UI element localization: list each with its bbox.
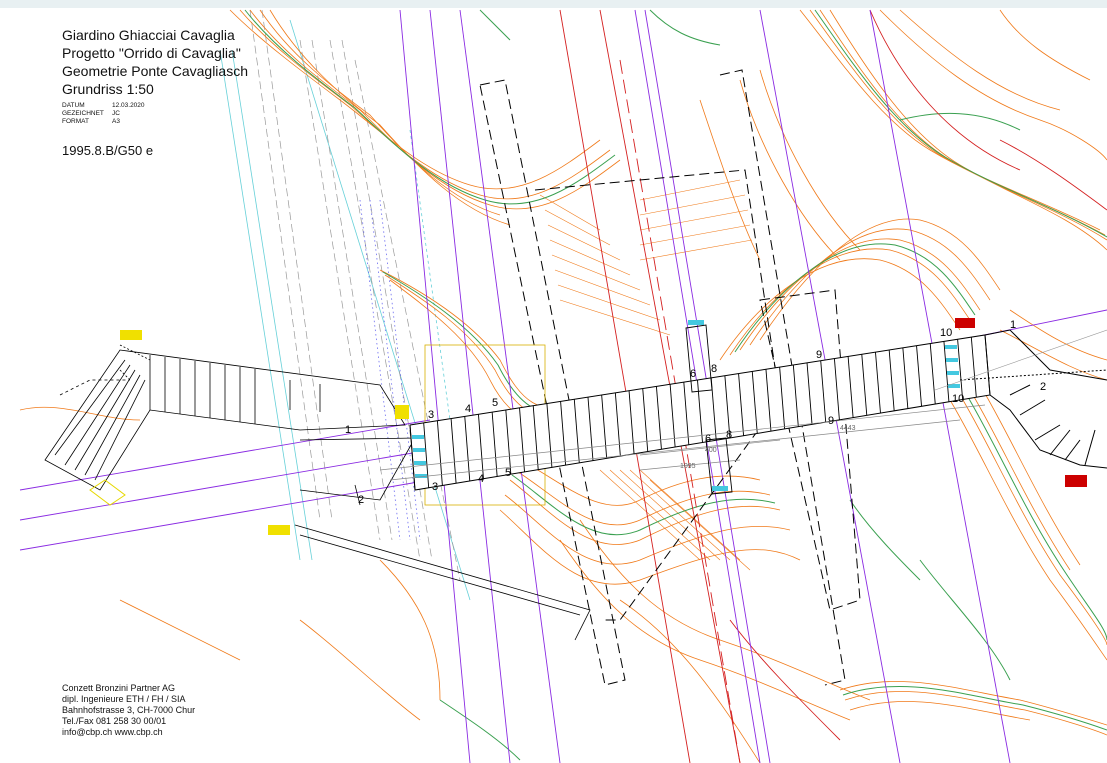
deck-segment-line xyxy=(614,392,621,457)
slope-hatch xyxy=(539,179,753,571)
terrain-red-lines xyxy=(559,9,1107,763)
deck-segment-line xyxy=(669,384,676,448)
section-label: 6 xyxy=(690,368,696,380)
section-label: 2 xyxy=(1040,381,1046,393)
deck-segment-line xyxy=(697,379,703,443)
terrain-contours-green xyxy=(244,9,1107,761)
deck-segment-line xyxy=(751,371,758,434)
deck-segment-line xyxy=(478,414,484,479)
section-label: 1 xyxy=(345,424,351,436)
section-label: 10 xyxy=(940,327,952,339)
gray-guide-lines xyxy=(249,9,461,581)
right-stair xyxy=(934,329,1107,469)
deck-segment-line xyxy=(861,354,868,416)
section-label: 2 xyxy=(358,494,364,506)
company-address: Bahnhofstrasse 3, CH-7000 Chur xyxy=(62,705,196,715)
drawing-meta: DATUM 12.03.2020 GEZEICHNET JC FORMAT A3 xyxy=(62,102,248,126)
section-label: 9 xyxy=(828,415,834,427)
deck-segment-line xyxy=(765,369,772,432)
deck-segment-line xyxy=(957,339,964,400)
deck-segment-line xyxy=(450,418,457,484)
section-label: 6 xyxy=(705,433,711,445)
drawing-scale: Grundriss 1:50 xyxy=(62,81,154,97)
section-label: 4 xyxy=(465,403,471,415)
deck-segment-line xyxy=(738,373,745,436)
company-web: info@cbp.ch www.cbp.ch xyxy=(62,727,163,737)
deck-segment-line xyxy=(409,424,416,491)
deck-segment-line xyxy=(601,394,608,459)
blue-dotted-lines xyxy=(359,199,421,541)
section-label: 5 xyxy=(492,397,498,409)
dimension-label: 1095 xyxy=(680,463,696,470)
section-label: 4 xyxy=(478,473,484,485)
section-labels: 1 1 2 2 3 3 4 4 5 5 6 6 8 8 9 9 10 10 xyxy=(345,319,1046,506)
gezeichnet-label: GEZEICHNET xyxy=(62,110,104,117)
section-label: 1 xyxy=(1010,319,1016,331)
deck-segment-line xyxy=(464,416,471,481)
format-label: FORMAT xyxy=(62,118,89,125)
deck-segment-line xyxy=(779,367,786,429)
section-label: 8 xyxy=(726,429,732,441)
deck-segment-line xyxy=(875,352,881,414)
deck-segment-line xyxy=(423,422,430,488)
left-stair-landing xyxy=(44,344,591,641)
title-block: Giardino Ghiacciai Cavaglia Progetto "Or… xyxy=(62,26,248,158)
bridge-deck-segments xyxy=(409,334,991,491)
deck-segment-line xyxy=(943,341,950,402)
deck-segment-line xyxy=(902,347,909,409)
format-value: A3 xyxy=(112,118,120,125)
deck-segment-line xyxy=(628,390,635,454)
company-phone: Tel./Fax 081 258 30 00/01 xyxy=(62,716,167,726)
deck-segment-line xyxy=(806,362,813,425)
deck-segment-line xyxy=(587,397,594,461)
deck-segment-line xyxy=(532,405,539,470)
pier-boxes xyxy=(685,324,733,495)
cyan-guide-lines xyxy=(219,19,471,601)
red-markers xyxy=(955,318,1087,487)
deck-segment-line xyxy=(916,345,922,407)
deck-segment-line xyxy=(546,403,553,468)
deck-segment-line xyxy=(573,399,580,463)
deck-segment-line xyxy=(519,407,525,472)
deck-segment-line xyxy=(792,364,799,427)
section-label: 3 xyxy=(428,409,434,421)
bridge-cyan-details xyxy=(412,320,960,491)
section-label: 8 xyxy=(711,363,717,375)
section-label: 3 xyxy=(432,481,438,493)
dimension-label: 400 xyxy=(705,447,717,454)
deck-segment-line xyxy=(655,386,662,450)
gezeichnet-value: JC xyxy=(112,110,120,117)
company-block: Conzett Bronzini Partner AG dipl. Ingeni… xyxy=(62,683,195,738)
section-label: 9 xyxy=(816,349,822,361)
deck-segment-line xyxy=(970,337,977,398)
dimension-labels: 4443 400 1095 xyxy=(680,425,856,470)
section-label: 5 xyxy=(505,467,511,479)
dimension-lines xyxy=(379,404,986,481)
top-strip xyxy=(0,0,1107,8)
deck-segment-line xyxy=(683,382,690,445)
datum-value: 12.03.2020 xyxy=(112,102,145,109)
deck-segment-line xyxy=(929,343,936,405)
deck-segment-line xyxy=(560,401,567,466)
deck-segment-line xyxy=(820,360,827,423)
deck-segment-line xyxy=(888,349,895,411)
datum-label: DATUM xyxy=(62,102,85,109)
deck-segment-line xyxy=(724,375,731,439)
deck-segment-line xyxy=(984,334,991,396)
company-name: Conzett Bronzini Partner AG xyxy=(62,683,176,693)
section-label: 10 xyxy=(952,393,964,405)
project-title: Giardino Ghiacciai Cavaglia xyxy=(62,27,235,43)
drawing-subject: Geometrie Ponte Cavagliasch xyxy=(62,63,248,79)
deck-segment-line xyxy=(505,409,512,475)
dimension-label: 4443 xyxy=(840,425,856,432)
company-qualification: dipl. Ingenieure ETH / FH / SIA xyxy=(62,694,186,704)
deck-segment-line xyxy=(847,356,854,418)
project-subtitle: Progetto "Orrido di Cavaglia" xyxy=(62,45,241,61)
drawing-number: 1995.8.B/G50 e xyxy=(62,143,154,158)
deck-segment-line xyxy=(491,412,498,477)
deck-segment-line xyxy=(833,358,840,420)
